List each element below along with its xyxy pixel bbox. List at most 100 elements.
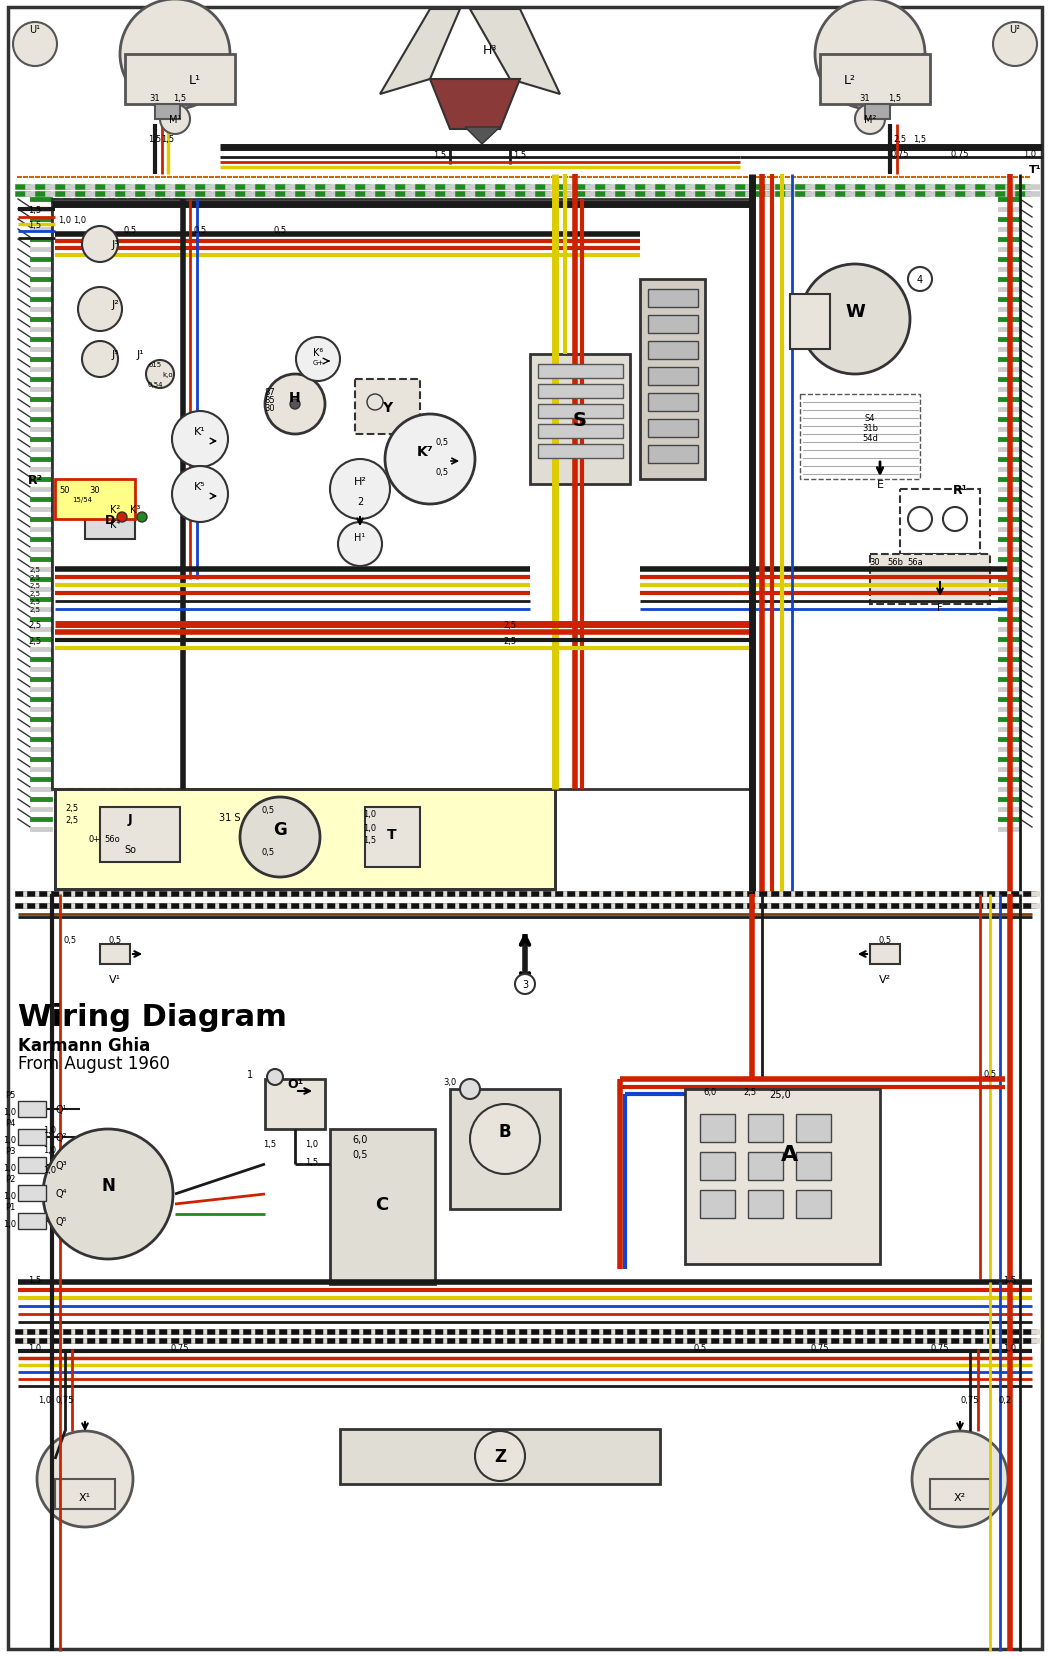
Circle shape <box>514 974 536 994</box>
Text: P2: P2 <box>5 1173 15 1183</box>
Text: 56a: 56a <box>907 557 923 567</box>
Bar <box>155 104 180 119</box>
Text: 0,75: 0,75 <box>890 149 909 159</box>
Circle shape <box>78 288 122 331</box>
Bar <box>796 1190 831 1218</box>
Text: 0,75: 0,75 <box>961 1395 980 1403</box>
Bar <box>648 368 698 386</box>
Text: K⁴: K⁴ <box>110 520 120 530</box>
Bar <box>538 365 623 379</box>
Text: 0,5: 0,5 <box>436 467 448 476</box>
Text: 1,0: 1,0 <box>1004 1344 1016 1352</box>
Text: 1,0: 1,0 <box>3 1220 17 1228</box>
Text: X¹: X¹ <box>79 1491 91 1503</box>
Bar <box>870 555 990 605</box>
Bar <box>55 481 135 520</box>
Bar <box>55 789 555 890</box>
Text: 0,2: 0,2 <box>999 1395 1011 1403</box>
Circle shape <box>943 507 967 532</box>
Text: 0,75: 0,75 <box>811 1344 830 1352</box>
Text: T: T <box>387 827 397 842</box>
Text: K²: K² <box>110 505 120 515</box>
Text: 1,0: 1,0 <box>1024 149 1036 159</box>
Text: 0,5: 0,5 <box>879 935 891 944</box>
Circle shape <box>160 104 190 134</box>
Text: K¹: K¹ <box>194 428 206 437</box>
Bar <box>365 807 420 868</box>
Text: C: C <box>376 1195 388 1213</box>
Bar <box>530 355 630 486</box>
Text: From August 1960: From August 1960 <box>18 1054 170 1072</box>
Bar <box>640 280 705 481</box>
Text: Y: Y <box>382 401 392 414</box>
Text: K⁶: K⁶ <box>313 348 323 358</box>
Circle shape <box>37 1432 133 1528</box>
Text: 2,5: 2,5 <box>29 583 41 588</box>
Text: 3: 3 <box>522 979 528 989</box>
Text: 1,5: 1,5 <box>148 134 162 144</box>
Text: L¹: L¹ <box>189 73 201 86</box>
Bar <box>55 1480 116 1510</box>
Text: H: H <box>289 391 300 404</box>
Circle shape <box>296 338 340 381</box>
Bar <box>340 1428 660 1485</box>
Text: 0,75: 0,75 <box>950 149 969 159</box>
Bar <box>538 404 623 419</box>
Text: Q³: Q³ <box>55 1160 66 1170</box>
Bar <box>18 1157 46 1173</box>
Text: 0,5: 0,5 <box>436 437 448 446</box>
Text: U²: U² <box>1009 25 1021 35</box>
Bar <box>330 1130 435 1284</box>
Text: M²: M² <box>864 114 876 124</box>
Text: 0,5: 0,5 <box>63 935 77 944</box>
Text: 31: 31 <box>860 93 870 103</box>
Circle shape <box>908 268 932 292</box>
Bar <box>100 944 130 964</box>
Text: 1,0: 1,0 <box>363 824 377 832</box>
Circle shape <box>265 374 326 434</box>
Text: 0,5: 0,5 <box>193 225 207 234</box>
Text: 15/54: 15/54 <box>72 497 92 502</box>
Text: 1,0: 1,0 <box>3 1107 17 1115</box>
Bar <box>700 1152 735 1180</box>
Text: P3: P3 <box>5 1145 16 1155</box>
Text: 1,5: 1,5 <box>888 93 902 103</box>
Text: 56b: 56b <box>887 557 903 567</box>
Text: 1,0: 1,0 <box>3 1191 17 1200</box>
Text: o15: o15 <box>148 361 162 368</box>
Text: 1,0: 1,0 <box>306 1140 318 1148</box>
Bar <box>685 1089 880 1264</box>
Text: 2,5: 2,5 <box>65 815 79 824</box>
Text: 31: 31 <box>150 93 161 103</box>
Text: 0,5: 0,5 <box>352 1150 367 1160</box>
Text: 1,0: 1,0 <box>43 1125 57 1133</box>
Text: K³: K³ <box>130 505 141 515</box>
Text: 1,5: 1,5 <box>28 220 42 229</box>
Bar <box>355 379 420 434</box>
Circle shape <box>368 394 383 411</box>
Circle shape <box>172 467 228 522</box>
Text: 1,5: 1,5 <box>513 151 526 159</box>
Circle shape <box>146 361 174 389</box>
Text: N: N <box>101 1176 114 1195</box>
Text: 56o: 56o <box>104 835 120 843</box>
Circle shape <box>470 1104 540 1175</box>
Text: S: S <box>573 411 587 429</box>
Circle shape <box>117 512 127 522</box>
Text: 0,75: 0,75 <box>171 1344 189 1352</box>
Text: 1,5: 1,5 <box>1004 1274 1016 1284</box>
Text: V¹: V¹ <box>109 974 121 984</box>
Bar <box>648 290 698 308</box>
Circle shape <box>13 23 57 66</box>
Text: T¹: T¹ <box>1029 166 1042 176</box>
Text: 1: 1 <box>247 1069 253 1079</box>
Text: G+: G+ <box>313 360 323 366</box>
Bar <box>748 1114 783 1142</box>
Circle shape <box>460 1079 480 1099</box>
Text: 1,5: 1,5 <box>28 1274 42 1284</box>
Text: k,o: k,o <box>163 371 173 378</box>
Text: J: J <box>128 814 132 825</box>
Text: 2: 2 <box>357 497 363 507</box>
Bar <box>18 1130 46 1145</box>
Text: H²: H² <box>354 477 366 487</box>
